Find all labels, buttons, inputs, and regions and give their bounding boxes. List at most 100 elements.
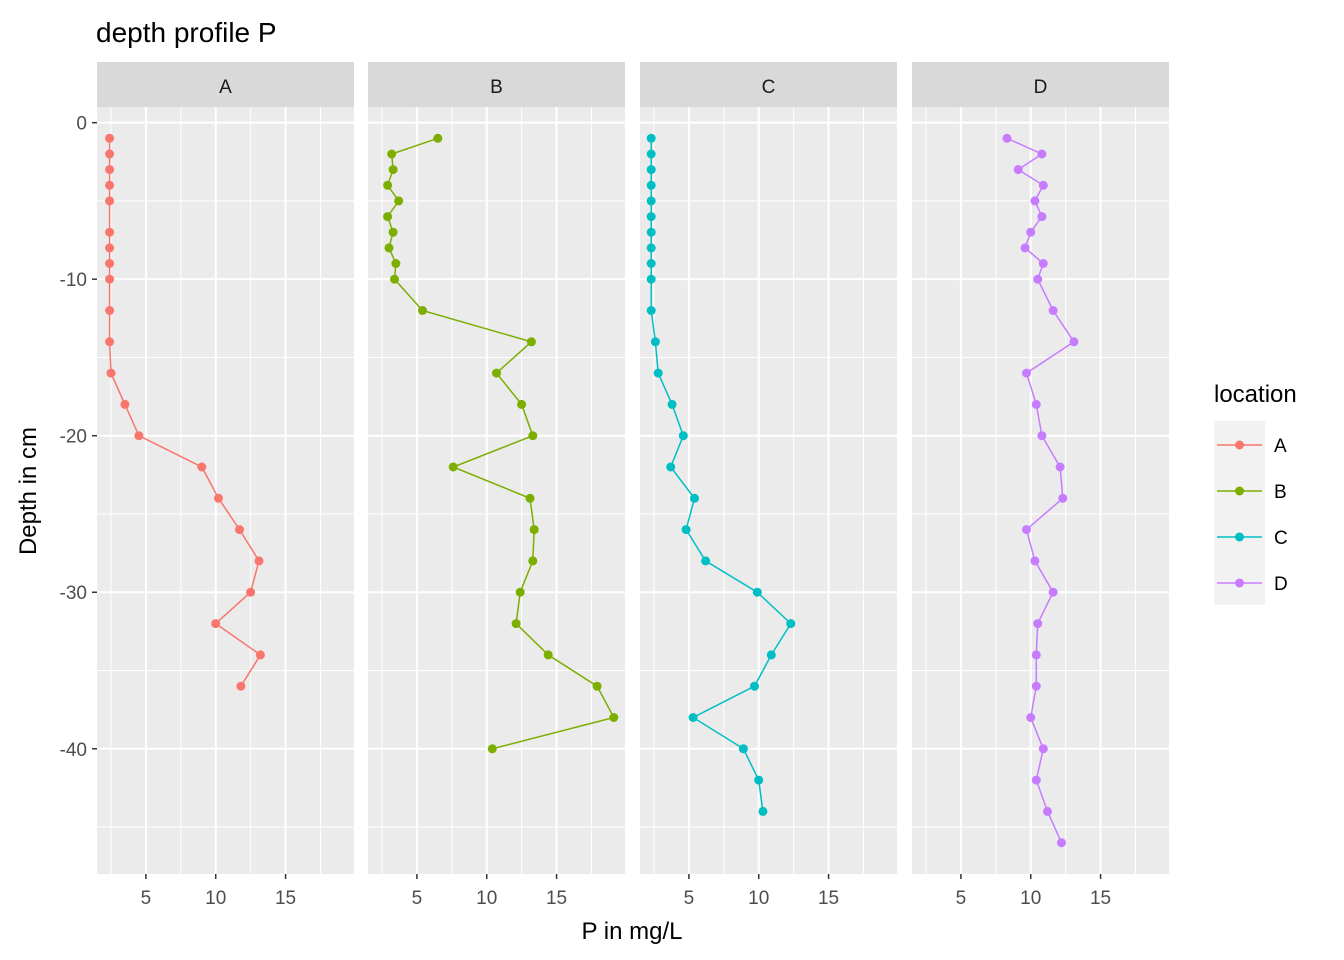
data-point	[646, 133, 656, 143]
data-point	[646, 274, 656, 284]
legend-key-point	[1235, 532, 1244, 542]
data-point	[688, 713, 698, 722]
data-point	[646, 196, 656, 206]
facet-strip	[97, 62, 354, 107]
data-point	[543, 650, 553, 660]
data-point	[1048, 587, 1058, 597]
data-point	[394, 196, 404, 206]
facet-strip-label: C	[762, 77, 776, 98]
x-tick-label: 15	[818, 888, 839, 909]
data-point	[1069, 337, 1079, 347]
data-point	[1048, 306, 1058, 315]
data-point	[1038, 744, 1048, 754]
x-tick-label: 5	[412, 888, 423, 909]
x-tick-label: 5	[956, 888, 967, 909]
data-point	[254, 556, 264, 566]
data-point	[487, 744, 497, 754]
legend-label: B	[1274, 482, 1287, 503]
data-point	[1030, 556, 1040, 566]
data-point	[646, 165, 656, 175]
data-point	[384, 243, 394, 253]
data-point	[528, 431, 538, 441]
data-point	[105, 227, 115, 237]
data-point	[1057, 838, 1066, 848]
data-point	[1037, 431, 1047, 441]
data-point	[646, 149, 656, 159]
data-point	[511, 619, 521, 629]
data-point	[255, 650, 265, 660]
data-point	[105, 337, 115, 347]
facet-panels: A 5 10 15 B 5 10 15 C 5 10 15 D 5 10 15	[97, 62, 1169, 909]
legend-item-b: B	[1217, 482, 1287, 503]
legend-key-background	[1214, 421, 1265, 605]
data-point	[1020, 243, 1030, 253]
data-point	[1022, 525, 1031, 535]
data-point	[390, 274, 399, 284]
data-point	[666, 462, 676, 472]
data-point	[667, 399, 677, 409]
x-axis-title: P in mg/L	[582, 918, 683, 945]
data-point	[246, 587, 256, 597]
data-point	[646, 243, 656, 253]
y-tick-label: -10	[60, 270, 87, 291]
data-point	[387, 149, 397, 159]
data-point	[106, 368, 116, 378]
chart-title: depth profile P	[96, 17, 277, 48]
data-point	[1031, 681, 1041, 691]
legend-item-a: A	[1217, 436, 1287, 457]
data-point	[752, 587, 762, 597]
y-axis-title: Depth in cm	[15, 427, 42, 555]
data-point	[738, 744, 748, 754]
data-point	[1022, 368, 1031, 378]
data-point	[1043, 806, 1052, 816]
facet-panel-b: B 5 10 15	[368, 62, 625, 909]
y-tick-label: 0	[76, 114, 87, 135]
data-point	[105, 180, 115, 190]
data-point	[1058, 493, 1068, 503]
x-tick-label: 15	[275, 888, 296, 909]
legend-key-point	[1235, 440, 1244, 450]
x-tick-label: 10	[205, 888, 226, 909]
data-point	[750, 681, 759, 691]
data-point	[681, 525, 691, 535]
data-point	[105, 165, 115, 175]
series-line-a	[108, 138, 262, 687]
y-tick-label: -20	[60, 427, 87, 448]
legend-item-c: C	[1217, 528, 1288, 549]
data-point	[690, 493, 699, 503]
data-point	[492, 368, 501, 378]
y-tick-label: -40	[60, 740, 87, 761]
data-point	[391, 259, 401, 268]
x-tick-label: 10	[1020, 888, 1041, 909]
facet-strip-label: D	[1034, 77, 1048, 98]
panel-background	[640, 107, 897, 874]
data-point	[1037, 149, 1047, 159]
data-point	[1038, 259, 1048, 268]
data-point	[1055, 462, 1065, 472]
data-point	[1031, 399, 1041, 409]
data-point	[592, 681, 602, 691]
data-point	[214, 493, 223, 503]
data-point	[105, 259, 115, 268]
legend-title: location	[1214, 381, 1297, 408]
data-point	[197, 462, 207, 472]
data-point	[1038, 180, 1048, 190]
data-point	[766, 650, 776, 660]
data-point	[1013, 165, 1023, 175]
data-point	[1033, 619, 1043, 629]
x-tick-label: 15	[1090, 888, 1111, 909]
data-point	[105, 306, 115, 315]
legend-label: A	[1274, 436, 1287, 457]
data-point	[134, 431, 144, 441]
facet-strip	[912, 62, 1169, 107]
data-point	[529, 525, 539, 535]
data-point	[383, 180, 393, 190]
data-point	[383, 212, 393, 222]
legend-key-point	[1235, 578, 1244, 588]
data-point	[235, 525, 244, 535]
data-point	[653, 368, 663, 378]
data-point	[528, 556, 538, 566]
facet-panel-a: A 5 10 15	[97, 62, 354, 909]
data-point	[754, 775, 764, 785]
